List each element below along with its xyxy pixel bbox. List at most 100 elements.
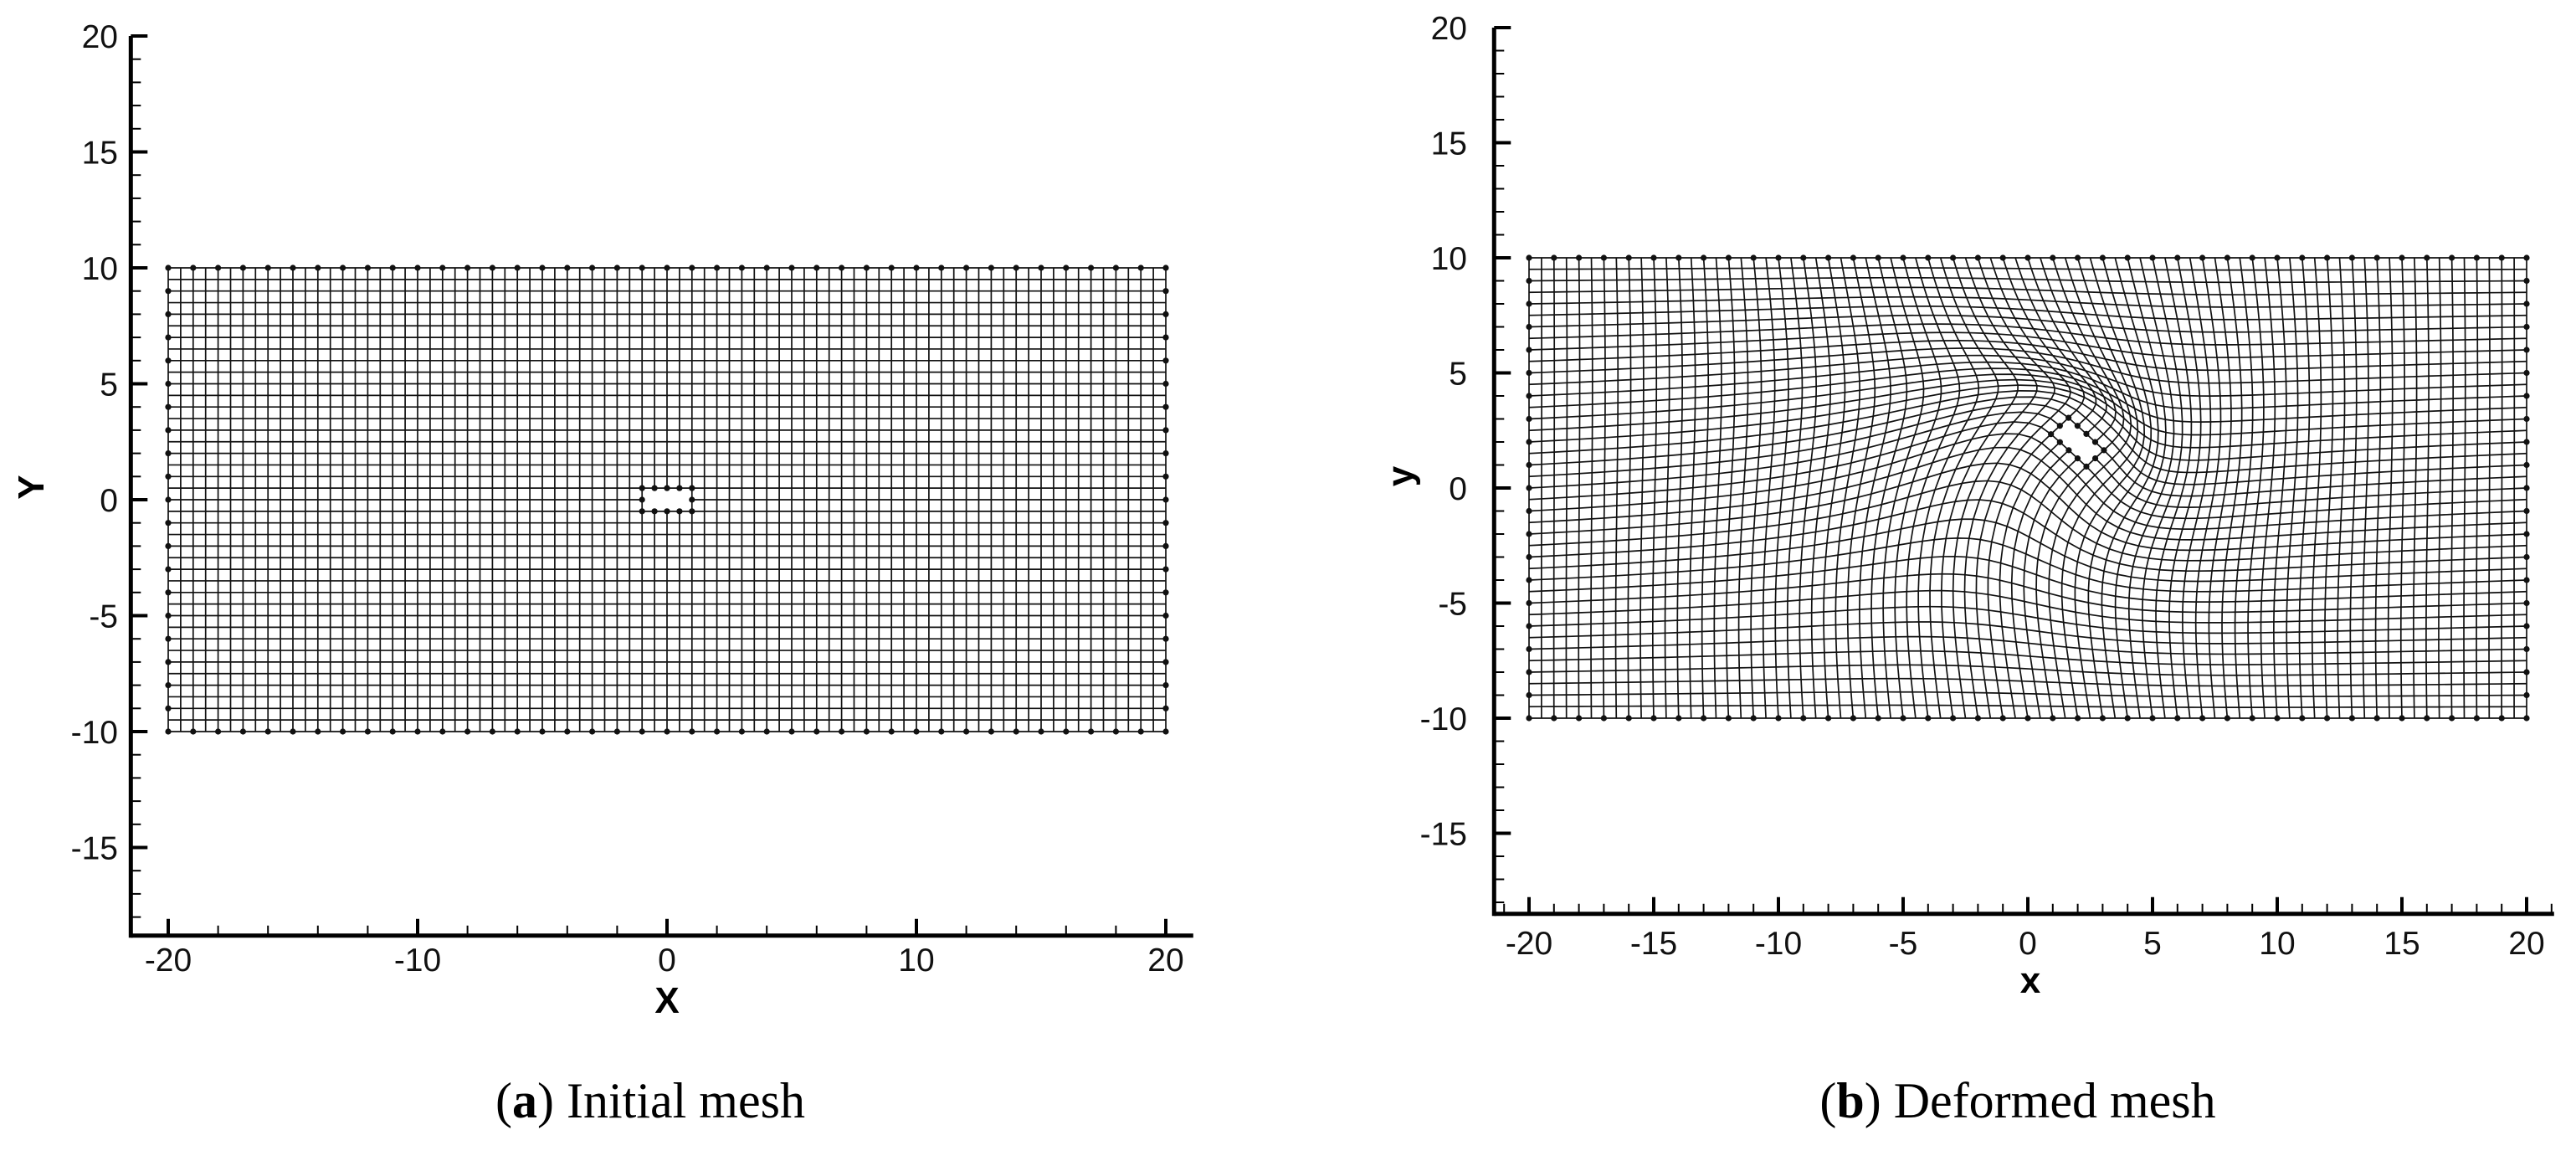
boundary-node — [1526, 645, 1532, 653]
mesh-line-vertical — [1651, 257, 1658, 719]
y-tick-label: 10 — [1431, 241, 1467, 277]
boundary-node — [564, 265, 571, 271]
boundary-node — [165, 520, 172, 526]
boundary-node — [863, 728, 870, 735]
boundary-node — [2399, 254, 2405, 261]
boundary-node — [2523, 254, 2530, 261]
boundary-node — [1925, 715, 1932, 722]
boundary-node — [1162, 357, 1169, 364]
boundary-node — [2523, 623, 2530, 629]
hole-node — [664, 485, 670, 491]
boundary-node — [1162, 380, 1169, 388]
boundary-node — [165, 682, 172, 689]
mesh-line-vertical — [1999, 257, 2097, 719]
boundary-node — [165, 450, 172, 457]
mesh-line-vertical — [1701, 257, 1710, 719]
boundary-node — [714, 265, 721, 271]
boundary-node — [1162, 496, 1169, 503]
boundary-node — [1137, 728, 1144, 735]
boundary-node — [664, 265, 670, 271]
mesh-line-vertical — [2060, 257, 2139, 719]
mesh-line-vertical — [1810, 257, 1831, 719]
boundary-node — [2523, 599, 2530, 607]
boundary-node — [1162, 265, 1169, 271]
mesh-line-vertical — [2168, 257, 2202, 719]
boundary-node — [1526, 507, 1532, 515]
x-tick-label: -20 — [1506, 926, 1552, 962]
boundary-node — [315, 728, 321, 735]
mesh-line-vertical — [1870, 257, 1908, 719]
boundary-node — [1675, 254, 1682, 261]
mesh-line-vertical — [2194, 257, 2222, 719]
boundary-node — [1875, 715, 1881, 722]
boundary-node — [2373, 715, 2380, 722]
boundary-node — [1137, 265, 1144, 271]
boundary-node — [1112, 265, 1119, 271]
boundary-node — [1112, 728, 1119, 735]
boundary-node — [1162, 403, 1169, 410]
boundary-node — [613, 728, 621, 735]
mesh-line-vertical — [1640, 257, 1645, 719]
boundary-node — [2149, 715, 2156, 722]
boundary-node — [165, 311, 172, 317]
x-tick-label: -5 — [1889, 926, 1918, 962]
boundary-node — [389, 728, 396, 735]
boundary-node — [165, 589, 172, 596]
boundary-node — [1162, 635, 1169, 642]
boundary-node — [2199, 715, 2206, 722]
mesh-line-vertical — [1952, 257, 2038, 719]
boundary-node — [1701, 715, 1707, 722]
boundary-node — [1038, 728, 1044, 735]
mesh — [167, 267, 1167, 732]
boundary-node — [913, 265, 920, 271]
mesh-line-vertical — [1552, 257, 1556, 719]
mesh — [1528, 257, 2527, 719]
boundary-node — [1825, 254, 1832, 261]
boundary-node — [1750, 254, 1757, 261]
y-tick-label: -15 — [71, 831, 118, 867]
boundary-node — [165, 566, 172, 573]
boundary-node — [1675, 715, 1682, 722]
boundary-node — [2473, 715, 2480, 722]
mesh-line-vertical — [2127, 257, 2175, 719]
boundary-node — [763, 728, 770, 735]
boundary-node — [763, 265, 770, 271]
boundary-node — [1600, 715, 1607, 722]
boundary-node — [2124, 715, 2131, 722]
boundary-node — [639, 265, 645, 271]
boundary-node — [414, 265, 421, 271]
boundary-node — [290, 728, 296, 735]
boundary-node — [264, 728, 271, 735]
boundary-node — [1725, 715, 1732, 722]
boundary-node — [165, 473, 172, 480]
boundary-node — [2024, 254, 2031, 261]
boundary-node — [2523, 300, 2530, 307]
mesh-line-vertical — [2425, 257, 2430, 719]
mesh-line-vertical — [1750, 257, 1763, 719]
mesh-line-vertical — [2362, 257, 2369, 719]
x-axis-title: X — [654, 980, 679, 1021]
boundary-node — [689, 728, 695, 735]
mesh-line-vertical — [1929, 257, 1999, 719]
boundary-node — [2174, 715, 2181, 722]
mesh-line-vertical — [2260, 257, 2276, 719]
boundary-node — [2373, 254, 2380, 261]
boundary-node — [1925, 254, 1932, 261]
boundary-node — [165, 496, 172, 503]
boundary-node — [1625, 715, 1632, 722]
boundary-node — [2124, 254, 2131, 261]
boundary-node — [913, 728, 920, 735]
boundary-node — [2050, 254, 2056, 261]
y-tick-label: -5 — [1438, 587, 1467, 623]
boundary-node — [1162, 450, 1169, 457]
boundary-node — [1162, 427, 1169, 434]
caption-a: (a) Initial mesh — [495, 1073, 805, 1128]
boundary-node — [215, 728, 222, 735]
hole-node — [2083, 430, 2090, 437]
boundary-node — [514, 265, 521, 271]
boundary-node — [1551, 715, 1557, 722]
mesh-line-vertical — [2114, 257, 2167, 719]
hole-node — [2074, 455, 2081, 462]
boundary-node — [2249, 715, 2255, 722]
y-tick-label: 15 — [82, 136, 118, 172]
